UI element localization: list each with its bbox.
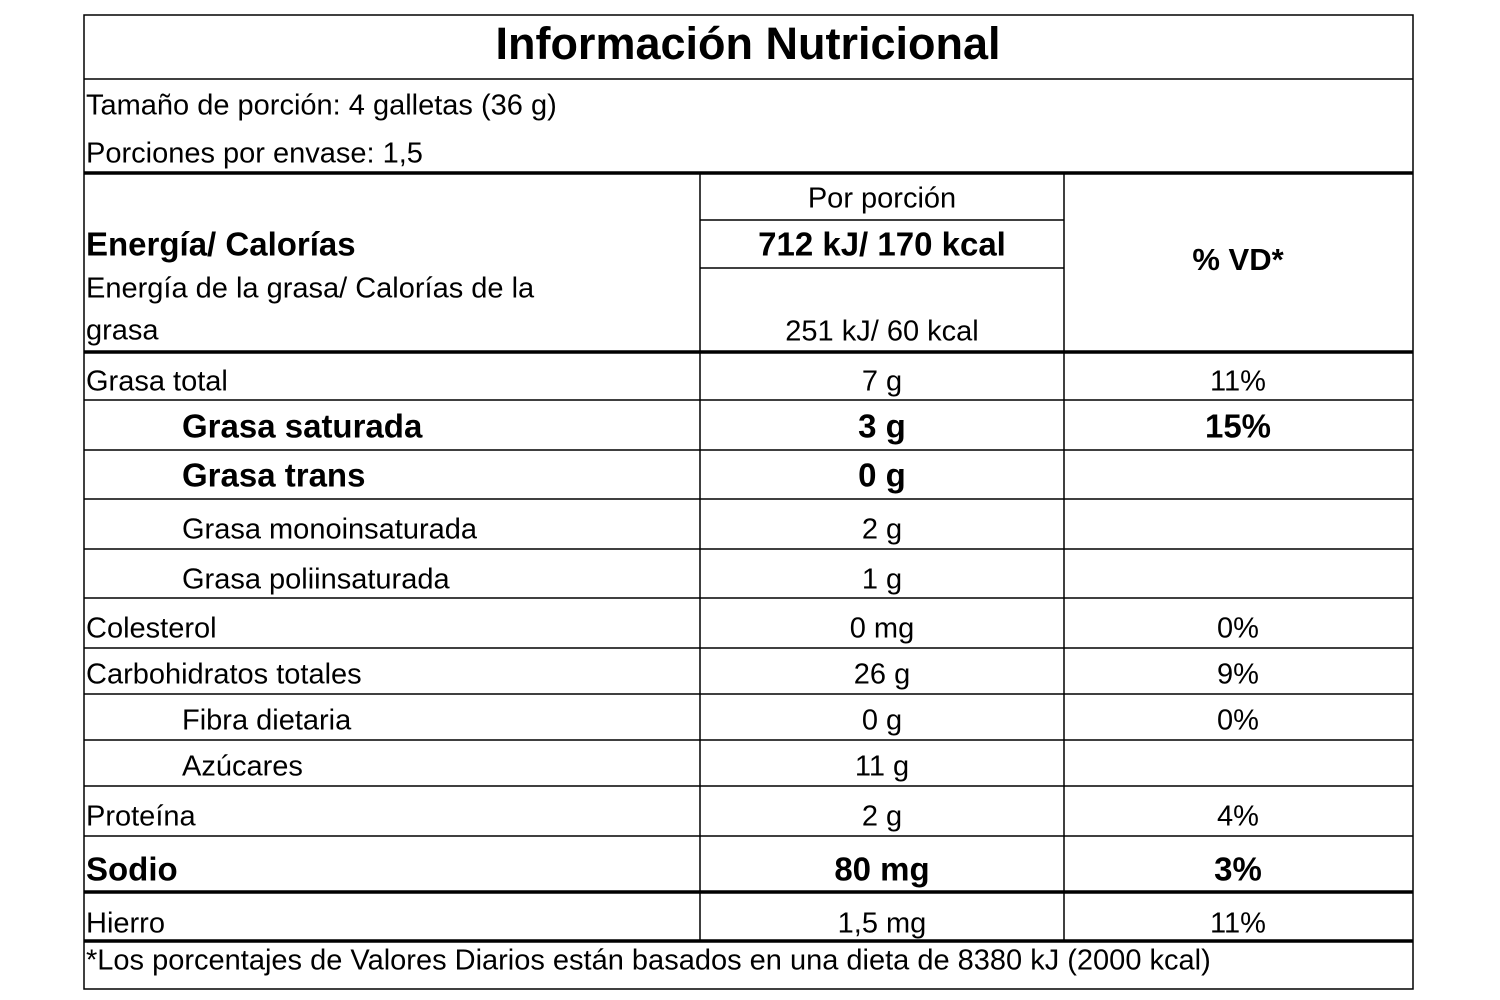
title: Información Nutricional — [495, 18, 1000, 69]
nutrient-name: Grasa saturada — [182, 408, 423, 445]
servings-per-container: Porciones por envase: 1,5 — [86, 138, 423, 170]
nutrient-dv: 9% — [1217, 659, 1259, 691]
nutrient-dv: 15% — [1205, 408, 1271, 445]
nutrient-amount: 2 g — [862, 801, 902, 833]
nutrient-dv: 0% — [1217, 613, 1259, 645]
nutrient-name: Grasa trans — [182, 457, 365, 494]
nutrient-dv: 3% — [1214, 851, 1262, 888]
nutrient-amount: 11 g — [855, 751, 909, 783]
dv-header: % VD* — [1192, 242, 1284, 277]
nutrient-dv: 4% — [1217, 801, 1259, 833]
nutrient-name: Grasa total — [86, 366, 228, 398]
nutrient-amount: 0 g — [862, 705, 902, 737]
energy-value: 712 kJ/ 170 kcal — [758, 226, 1006, 263]
nutrient-amount: 1,5 mg — [838, 908, 927, 940]
outer-border — [83, 14, 1414, 990]
nutrient-name: Sodio — [86, 851, 178, 888]
per-serving-header: Por porción — [808, 183, 956, 215]
nutrient-amount: 3 g — [858, 408, 906, 445]
nutrient-amount: 2 g — [862, 514, 902, 546]
nutrient-amount: 7 g — [862, 366, 902, 398]
nutrient-amount: 80 mg — [834, 851, 929, 888]
nutrient-amount: 1 g — [862, 564, 902, 596]
nutrient-name: Fibra dietaria — [182, 705, 352, 737]
nutrient-amount: 26 g — [854, 659, 910, 691]
nutrient-name: Colesterol — [86, 613, 217, 645]
fat-energy-label: grasa — [86, 315, 159, 347]
fat-energy-value: 251 kJ/ 60 kcal — [785, 316, 978, 348]
nutrient-name: Proteína — [86, 801, 196, 833]
nutrient-amount: 0 g — [858, 457, 906, 494]
nutrient-name: Grasa monoinsaturada — [182, 514, 478, 546]
nutrient-name: Grasa poliinsaturada — [182, 564, 450, 596]
nutrient-dv: 11% — [1210, 908, 1266, 940]
nutrient-name: Carbohidratos totales — [86, 659, 362, 691]
nutrient-amount: 0 mg — [850, 613, 914, 645]
nutrient-name: Hierro — [86, 908, 165, 940]
energy-label: Energía/ Calorías — [86, 226, 356, 263]
serving-size: Tamaño de porción: 4 galletas (36 g) — [86, 90, 557, 122]
nutrient-dv: 0% — [1217, 705, 1259, 737]
nutrient-dv: 11% — [1210, 366, 1266, 398]
nutrient-name: Azúcares — [182, 751, 303, 783]
fat-energy-label: Energía de la grasa/ Calorías de la — [86, 273, 535, 305]
footnote: *Los porcentajes de Valores Diarios está… — [86, 945, 1211, 977]
